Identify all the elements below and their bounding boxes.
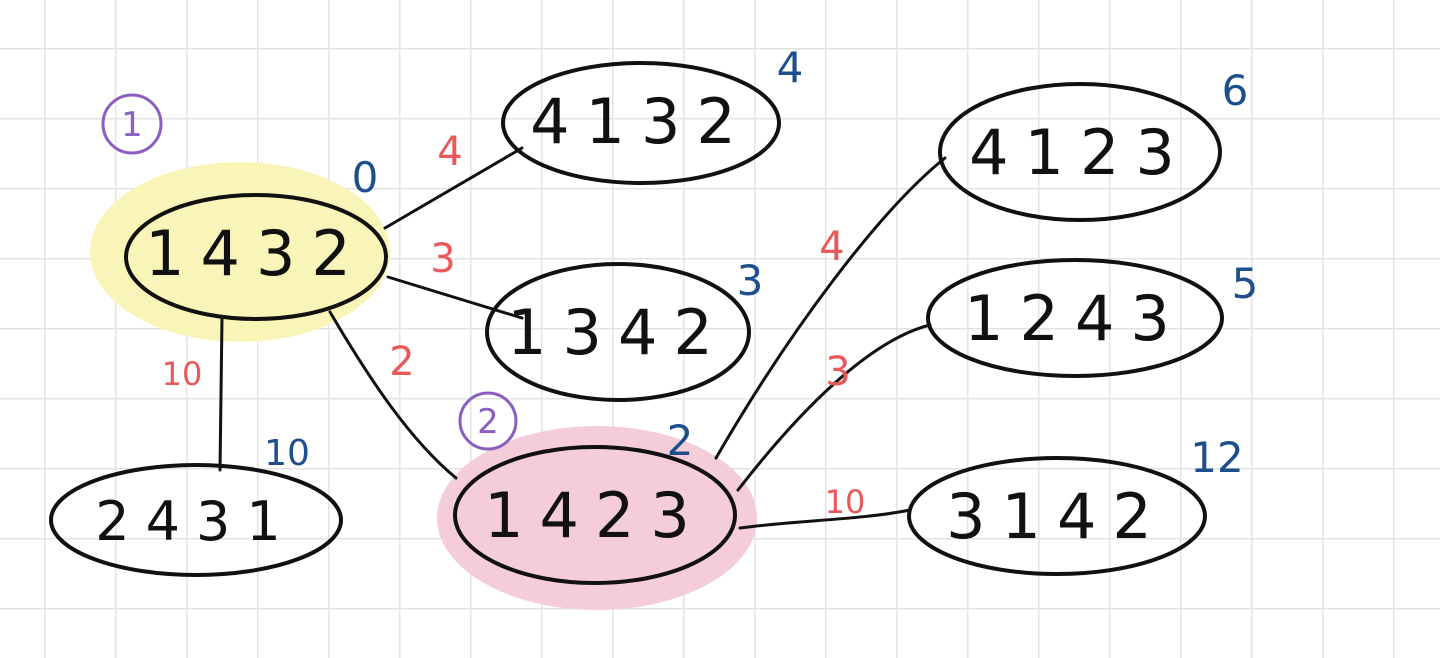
edge-1432-2431 [218, 316, 224, 472]
edge-weight-1432-4132: 4 [437, 129, 462, 175]
cost-1432: 0 [352, 153, 379, 202]
node-4123: 4123 [938, 82, 1222, 222]
edge-weight-1432-1423: 2 [389, 339, 414, 385]
step-marker-1: 1 [101, 93, 163, 155]
edge-weight-1432-1342: 3 [430, 236, 455, 282]
step-marker-1-label: 1 [121, 105, 143, 145]
node-2431: 2431 [49, 463, 343, 577]
node-1342-label: 1342 [507, 296, 729, 369]
edge-weight-1432-2431: 10 [162, 355, 203, 393]
edge-weight-1423-1243: 3 [825, 349, 850, 395]
step-marker-2: 2 [458, 391, 518, 451]
node-1423-label: 1423 [484, 479, 706, 552]
node-1432: 1432 [124, 193, 388, 321]
edge-1423-4123 [714, 156, 947, 460]
node-4123-label: 4123 [969, 116, 1191, 189]
node-3142-label: 3142 [946, 480, 1168, 553]
node-4132-label: 4132 [530, 85, 752, 158]
step-marker-2-label: 2 [477, 402, 499, 442]
edge-1423-3142 [738, 508, 912, 530]
cost-1342: 3 [737, 256, 764, 305]
edge-weight-1423-3142: 10 [825, 483, 866, 521]
edge-1432-1423 [328, 310, 458, 480]
cost-1243: 5 [1232, 259, 1259, 308]
start-node-highlight [90, 162, 390, 342]
edge-1423-1243 [736, 323, 932, 492]
cost-3142: 12 [1190, 433, 1243, 482]
cost-1423: 2 [667, 416, 694, 465]
edge-weight-1423-4123: 4 [819, 224, 844, 270]
edge-1432-4132 [383, 146, 524, 230]
edge-1432-1342 [386, 275, 524, 320]
node-2431-label: 2431 [95, 490, 296, 553]
node-1243: 1243 [926, 258, 1224, 378]
node-1243-label: 1243 [964, 282, 1186, 355]
node-1423[interactable]: 1423 [453, 445, 737, 585]
selected-node-highlight [437, 426, 757, 610]
node-1432-label: 1432 [145, 217, 367, 290]
node-4132: 4132 [501, 61, 781, 185]
cost-4132: 4 [777, 43, 804, 92]
cost-4123: 6 [1222, 66, 1249, 115]
cost-2431: 10 [264, 433, 310, 474]
node-1342: 1342 [485, 262, 751, 402]
node-3142: 3142 [907, 456, 1207, 576]
